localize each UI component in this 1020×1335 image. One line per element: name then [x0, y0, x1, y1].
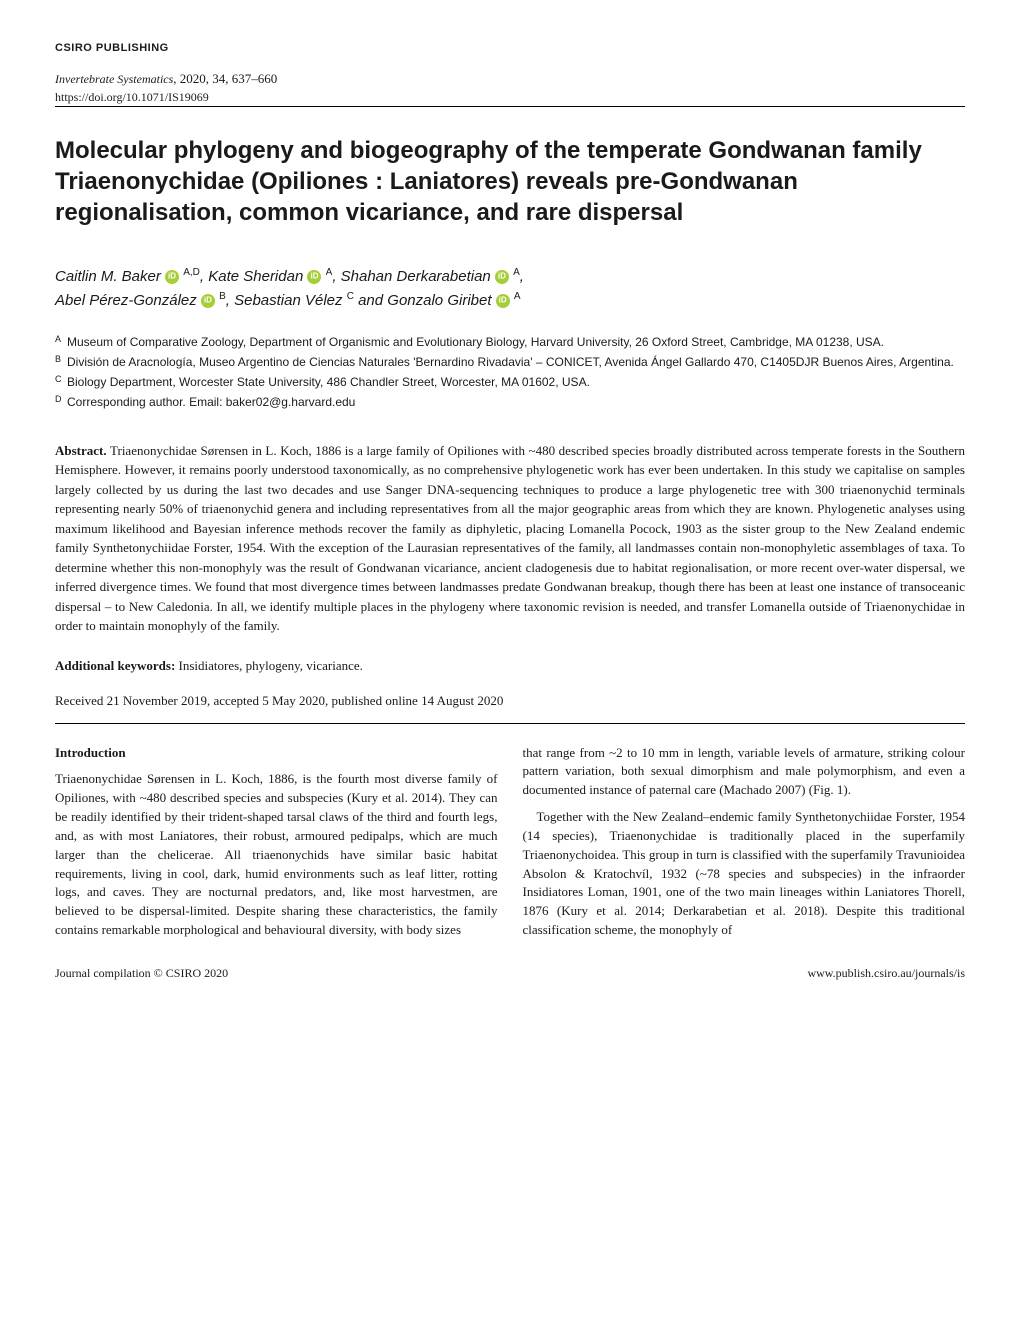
author-affil-sup: A: [513, 267, 520, 278]
journal-url[interactable]: www.publish.csiro.au/journals/is: [807, 964, 965, 982]
doi-link[interactable]: https://doi.org/10.1071/IS19069: [55, 88, 965, 106]
journal-name: Invertebrate Systematics: [55, 72, 173, 86]
affil-label: A: [55, 333, 67, 351]
author-list: Caitlin M. Baker A,D, Kate Sheridan A , S…: [55, 265, 965, 313]
header-divider: [55, 106, 965, 107]
affil-label: C: [55, 373, 67, 391]
keywords-label: Additional keywords:: [55, 658, 175, 673]
affil-text: División de Aracnología, Museo Argentino…: [67, 353, 954, 371]
keywords-text: Insidiatores, phylogeny, vicariance.: [179, 658, 363, 673]
author-affil-sup: A,D: [183, 267, 200, 278]
publisher-name: CSIRO PUBLISHING: [55, 40, 169, 57]
author-name: Abel Pérez-González: [55, 292, 197, 309]
column-right: that range from ~2 to 10 mm in length, v…: [523, 744, 966, 940]
body-paragraph: Triaenonychidae Sørensen in L. Koch, 188…: [55, 770, 498, 940]
affil-label: D: [55, 393, 67, 411]
page-footer: Journal compilation © CSIRO 2020 www.pub…: [55, 964, 965, 982]
section-divider: [55, 723, 965, 724]
affil-text: Museum of Comparative Zoology, Departmen…: [67, 333, 884, 351]
affiliations-block: A Museum of Comparative Zoology, Departm…: [55, 333, 965, 411]
author-affil-sup: A: [514, 291, 521, 302]
keywords-block: Additional keywords: Insidiatores, phylo…: [55, 656, 965, 676]
journal-volume-pages: , 2020, 34, 637–660: [173, 71, 277, 86]
column-left: Introduction Triaenonychidae Sørensen in…: [55, 744, 498, 940]
journal-citation: Invertebrate Systematics, 2020, 34, 637–…: [55, 69, 965, 89]
header-left: CSIRO PUBLISHING: [55, 40, 169, 57]
author-name: and Gonzalo Giribet: [354, 292, 492, 309]
orcid-icon[interactable]: [201, 294, 215, 308]
affiliation-item: C Biology Department, Worcester State Un…: [55, 373, 965, 391]
author-name: , Kate Sheridan: [200, 268, 303, 285]
body-columns: Introduction Triaenonychidae Sørensen in…: [55, 744, 965, 940]
body-paragraph: that range from ~2 to 10 mm in length, v…: [523, 744, 966, 801]
orcid-icon[interactable]: [496, 294, 510, 308]
author-name: , Sebastian Vélez: [226, 292, 343, 309]
affiliation-item: D Corresponding author. Email: baker02@g…: [55, 393, 965, 411]
affil-text: Biology Department, Worcester State Univ…: [67, 373, 590, 391]
publication-dates: Received 21 November 2019, accepted 5 Ma…: [55, 691, 965, 711]
abstract-block: Abstract. Triaenonychidae Sørensen in L.…: [55, 441, 965, 636]
copyright-text: Journal compilation © CSIRO 2020: [55, 964, 228, 982]
orcid-icon[interactable]: [307, 270, 321, 284]
abstract-label: Abstract.: [55, 443, 107, 458]
affiliation-item: A Museum of Comparative Zoology, Departm…: [55, 333, 965, 351]
author-name: Caitlin M. Baker: [55, 268, 161, 285]
orcid-icon[interactable]: [495, 270, 509, 284]
page-header: CSIRO PUBLISHING: [55, 40, 965, 57]
affil-text: Corresponding author. Email: baker02@g.h…: [67, 393, 355, 411]
section-heading: Introduction: [55, 744, 498, 763]
affil-label: B: [55, 353, 67, 371]
article-title: Molecular phylogeny and biogeography of …: [55, 135, 965, 229]
affiliation-item: B División de Aracnología, Museo Argenti…: [55, 353, 965, 371]
author-name: , Shahan Derkarabetian: [332, 268, 490, 285]
author-affil-sup: B: [219, 291, 226, 302]
orcid-icon[interactable]: [165, 270, 179, 284]
abstract-text: Triaenonychidae Sørensen in L. Koch, 188…: [55, 443, 965, 634]
author-affil-sup: C: [347, 291, 354, 302]
body-paragraph: Together with the New Zealand–endemic fa…: [523, 808, 966, 940]
